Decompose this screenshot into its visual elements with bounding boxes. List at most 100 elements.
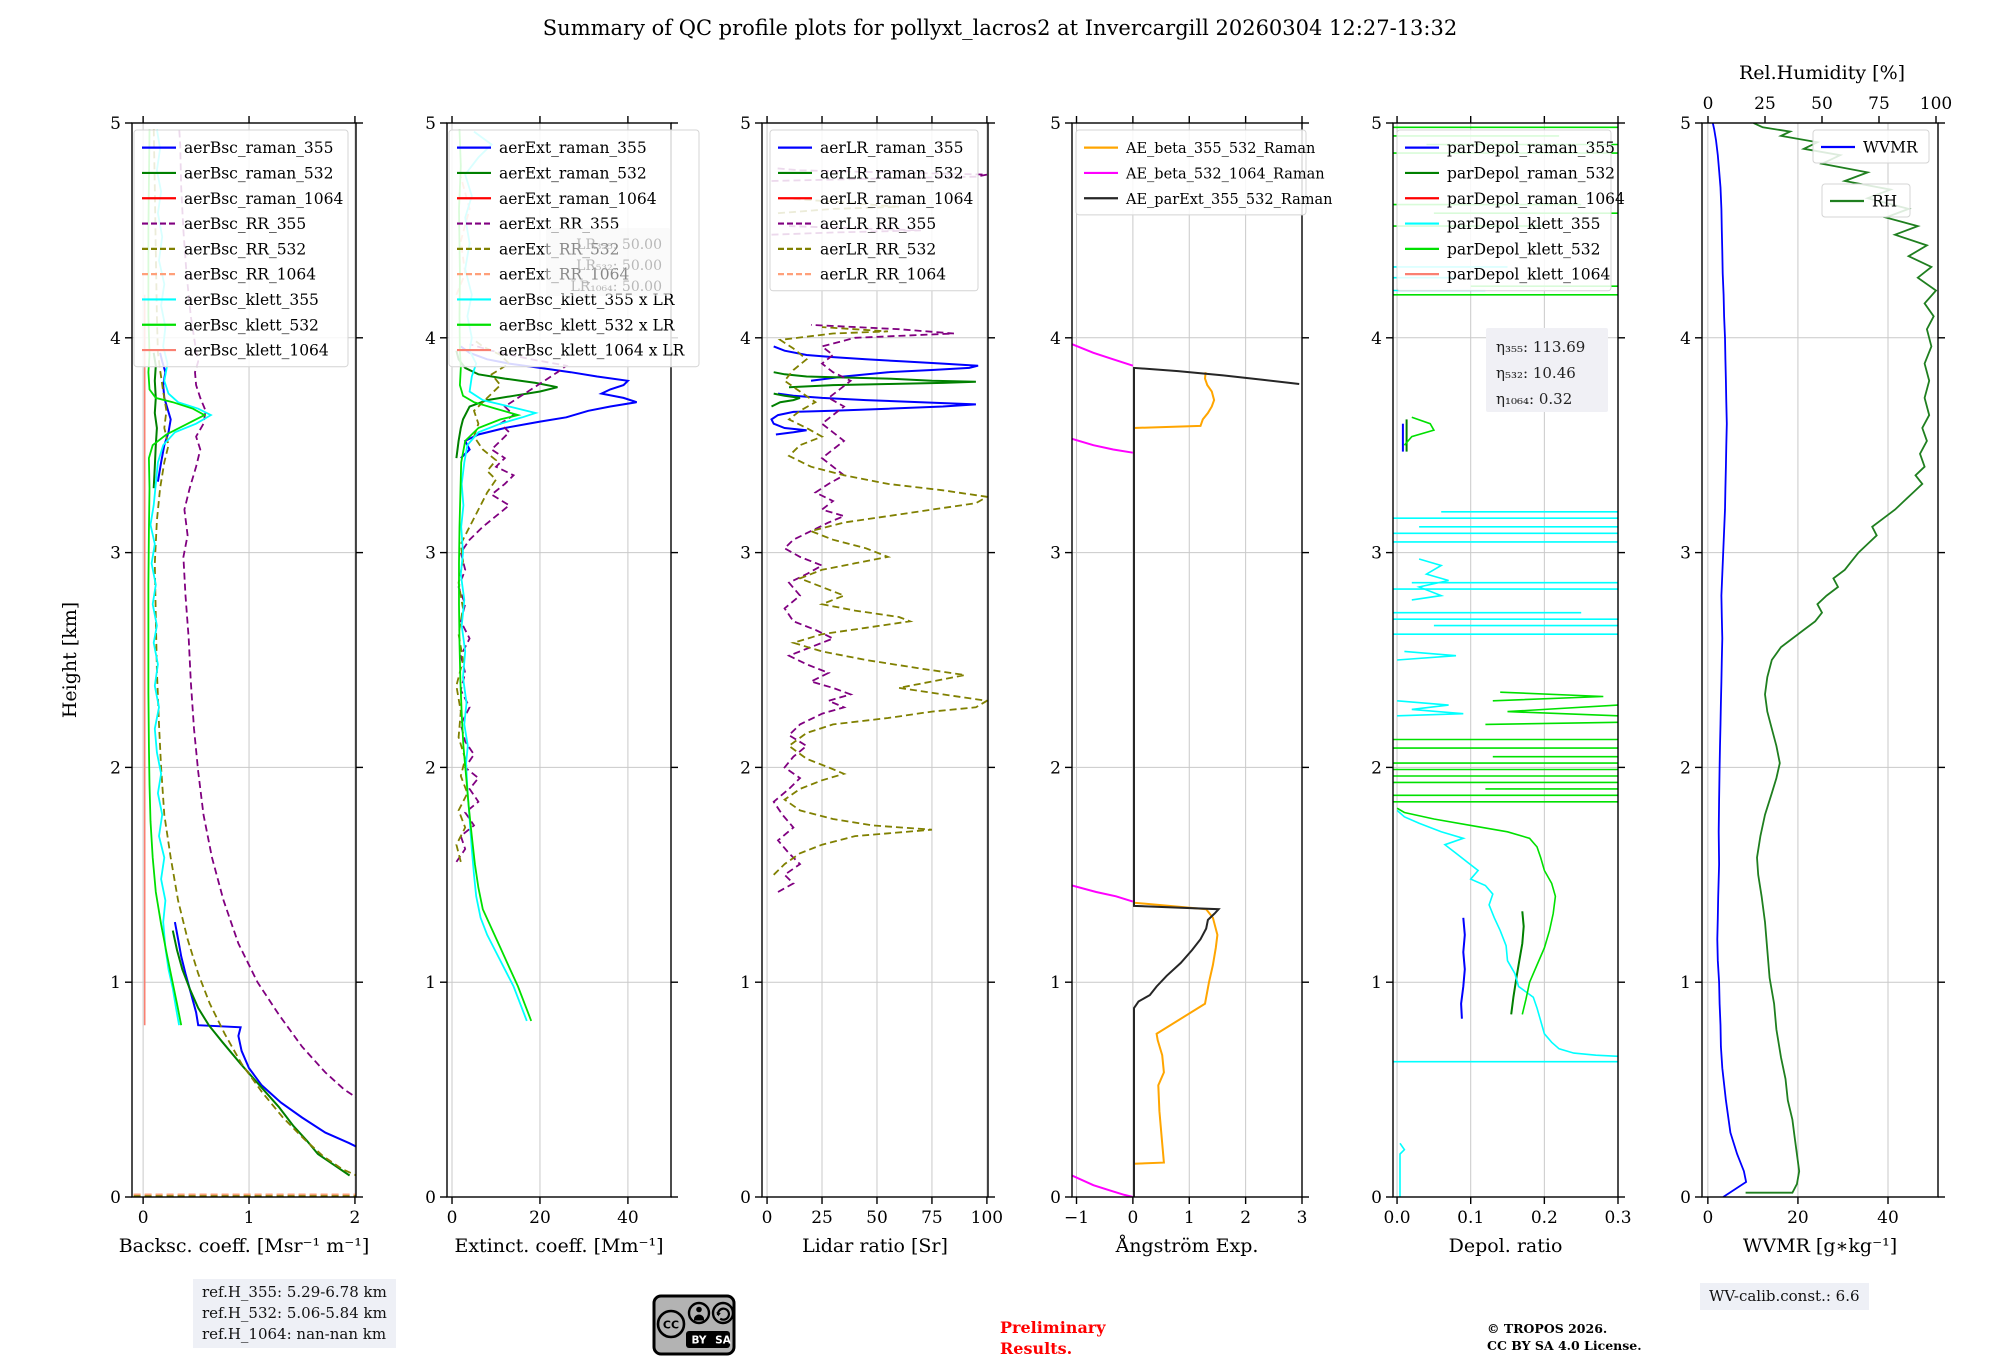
annotation-box bbox=[1486, 328, 1608, 412]
series-parDepol_klett_355 bbox=[1411, 558, 1449, 601]
ref-h-1064: ref.H_1064: nan-nan km bbox=[202, 1325, 387, 1343]
x-tick-label: 0 bbox=[138, 1208, 149, 1228]
panel-depol-ratio: 0.0 0.1 0.2 0.3 0 1 2 3 4 5 Depol. ratio parDepol_r… bbox=[1371, 114, 1631, 1257]
x-axis-label: Extinct. coeff. [Mm⁻¹] bbox=[454, 1235, 663, 1257]
series-parDepol_klett_532 bbox=[1485, 721, 1618, 726]
legend-label: parDepol_raman_1064 bbox=[1447, 190, 1625, 208]
x-tick-label: 0 bbox=[1127, 1208, 1138, 1228]
legend-label: aerBsc_RR_355 bbox=[184, 215, 306, 233]
annotation-line: η₁₀₆₄: 0.32 bbox=[1496, 390, 1572, 408]
legend-label: parDepol_raman_355 bbox=[1447, 139, 1615, 157]
panel-extinction: 0 20 40 0 1 2 3 4 5 Extinct. coeff. [Mm⁻¹] aerExt_… bbox=[425, 114, 700, 1257]
legend-label: aerExt_raman_1064 bbox=[499, 190, 657, 208]
x-tick-label: 3 bbox=[1297, 1208, 1308, 1228]
y-tick-label: 1 bbox=[110, 973, 121, 993]
y-tick-label: 5 bbox=[1050, 114, 1061, 134]
legend-label: aerLR_raman_355 bbox=[820, 139, 963, 157]
legend-label: AE_beta_355_532_Raman bbox=[1125, 141, 1315, 157]
legend-label: aerExt_raman_532 bbox=[499, 164, 647, 182]
x-tick-label: −1 bbox=[1064, 1208, 1089, 1228]
legend-label: aerBsc_klett_532 bbox=[184, 316, 319, 334]
legend-label: aerBsc_RR_1064 bbox=[184, 266, 316, 284]
legend-label: aerBsc_klett_532 x LR bbox=[499, 316, 676, 334]
y-tick-label: 0 bbox=[425, 1188, 436, 1208]
panel-series bbox=[133, 127, 356, 1197]
legend-label: aerLR_RR_532 bbox=[820, 240, 936, 258]
y-tick-label: 2 bbox=[1680, 758, 1691, 778]
legend-label: aerBsc_raman_1064 bbox=[184, 190, 344, 208]
y-tick-label: 0 bbox=[1680, 1188, 1691, 1208]
x-tick-label: 50 bbox=[866, 1208, 888, 1228]
legend-box bbox=[1075, 129, 1307, 216]
top-tick-label: 100 bbox=[1920, 94, 1952, 114]
series-parDepol_klett_355 bbox=[1397, 700, 1464, 717]
y-tick-label: 2 bbox=[740, 758, 751, 778]
wv-calib-box: WV-calib.const.: 6.6 bbox=[1700, 1283, 1869, 1310]
legend-label: aerBsc_klett_1064 bbox=[184, 342, 329, 360]
x-axis-label: Depol. ratio bbox=[1449, 1235, 1563, 1257]
panel-frame bbox=[1392, 122, 1619, 1198]
cc-by-sa-badge: CC BY SA bbox=[652, 1294, 736, 1356]
series-aerLR_raman_355 bbox=[773, 345, 979, 382]
series-AE_beta_532_1064_Raman bbox=[1072, 884, 1134, 903]
y-tick-label: 2 bbox=[1050, 758, 1061, 778]
x-tick-label: 2 bbox=[350, 1208, 361, 1228]
y-tick-label: 3 bbox=[1050, 544, 1061, 564]
panel-frame bbox=[446, 122, 672, 1198]
legend-box bbox=[133, 129, 349, 368]
y-tick-label: 4 bbox=[1371, 329, 1382, 349]
copyright-note: © TROPOS 2026. CC BY SA 4.0 License. bbox=[1487, 1321, 1642, 1353]
y-tick-label: 5 bbox=[425, 114, 436, 134]
panel-frame bbox=[1071, 122, 1303, 1198]
y-tick-label: 1 bbox=[425, 973, 436, 993]
y-tick-label: 5 bbox=[1680, 114, 1691, 134]
series-parDepol_klett_532 bbox=[1492, 691, 1604, 702]
legend-label: parDepol_klett_532 bbox=[1447, 240, 1600, 258]
y-tick-label: 3 bbox=[110, 544, 121, 564]
x-tick-label: 25 bbox=[811, 1208, 833, 1228]
series-AE_beta_355_532_Raman bbox=[1133, 372, 1219, 1165]
panel-frame bbox=[131, 122, 357, 1198]
y-tick-label: 0 bbox=[1050, 1188, 1061, 1208]
x-tick-label: 20 bbox=[1787, 1208, 1809, 1228]
x-axis-label: Lidar ratio [Sr] bbox=[802, 1235, 948, 1257]
series-aerBsc_klett_532 bbox=[147, 129, 207, 1026]
series-aerExt_RR_355 bbox=[455, 343, 569, 863]
series-aerLR_raman_355 bbox=[770, 392, 976, 436]
x-tick-label: 0.1 bbox=[1457, 1208, 1484, 1228]
x-tick-label: 0.2 bbox=[1531, 1208, 1558, 1228]
series-parDepol_klett_532 bbox=[1507, 704, 1618, 717]
legend-label: parDepol_klett_1064 bbox=[1447, 266, 1610, 284]
share-alike-icon bbox=[711, 1301, 735, 1325]
x-tick-label: 0 bbox=[1702, 1208, 1713, 1228]
y-tick-label: 4 bbox=[740, 329, 751, 349]
legend-box bbox=[1812, 129, 1930, 164]
y-tick-label: 4 bbox=[1680, 329, 1691, 349]
legend-label: AE_parExt_355_532_Raman bbox=[1125, 192, 1332, 208]
person-icon bbox=[687, 1301, 711, 1325]
legend-label: aerBsc_klett_1064 x LR bbox=[499, 342, 686, 360]
y-tick-label: 4 bbox=[425, 329, 436, 349]
y-tick-label: 3 bbox=[740, 544, 751, 564]
series-parDepol_raman_532 bbox=[1510, 911, 1525, 1015]
badge-text-strip bbox=[686, 1331, 730, 1348]
series-aerLR_raman_532 bbox=[771, 392, 801, 408]
x-tick-label: 1 bbox=[1184, 1208, 1195, 1228]
annotation-line: η₅₃₂: 10.46 bbox=[1496, 364, 1576, 382]
legend-label: aerBsc_raman_532 bbox=[184, 164, 334, 182]
series-aerExt_RR_532 bbox=[455, 339, 511, 863]
series-AE_beta_532_1064_Raman bbox=[1072, 343, 1134, 367]
x-tick-label: 1 bbox=[244, 1208, 255, 1228]
legend-label: aerLR_RR_1064 bbox=[820, 266, 946, 284]
x-tick-label: 40 bbox=[1877, 1208, 1899, 1228]
y-tick-label: 2 bbox=[1371, 758, 1382, 778]
legend-label: parDepol_klett_355 bbox=[1447, 215, 1600, 233]
y-tick-label: 3 bbox=[1371, 544, 1382, 564]
y-tick-label: 5 bbox=[110, 114, 121, 134]
y-tick-label: 3 bbox=[1680, 544, 1691, 564]
top-tick-label: 0 bbox=[1703, 94, 1714, 114]
x-tick-label: 40 bbox=[617, 1208, 639, 1228]
x-tick-label: 0 bbox=[762, 1208, 773, 1228]
y-tick-label: 4 bbox=[1050, 329, 1061, 349]
